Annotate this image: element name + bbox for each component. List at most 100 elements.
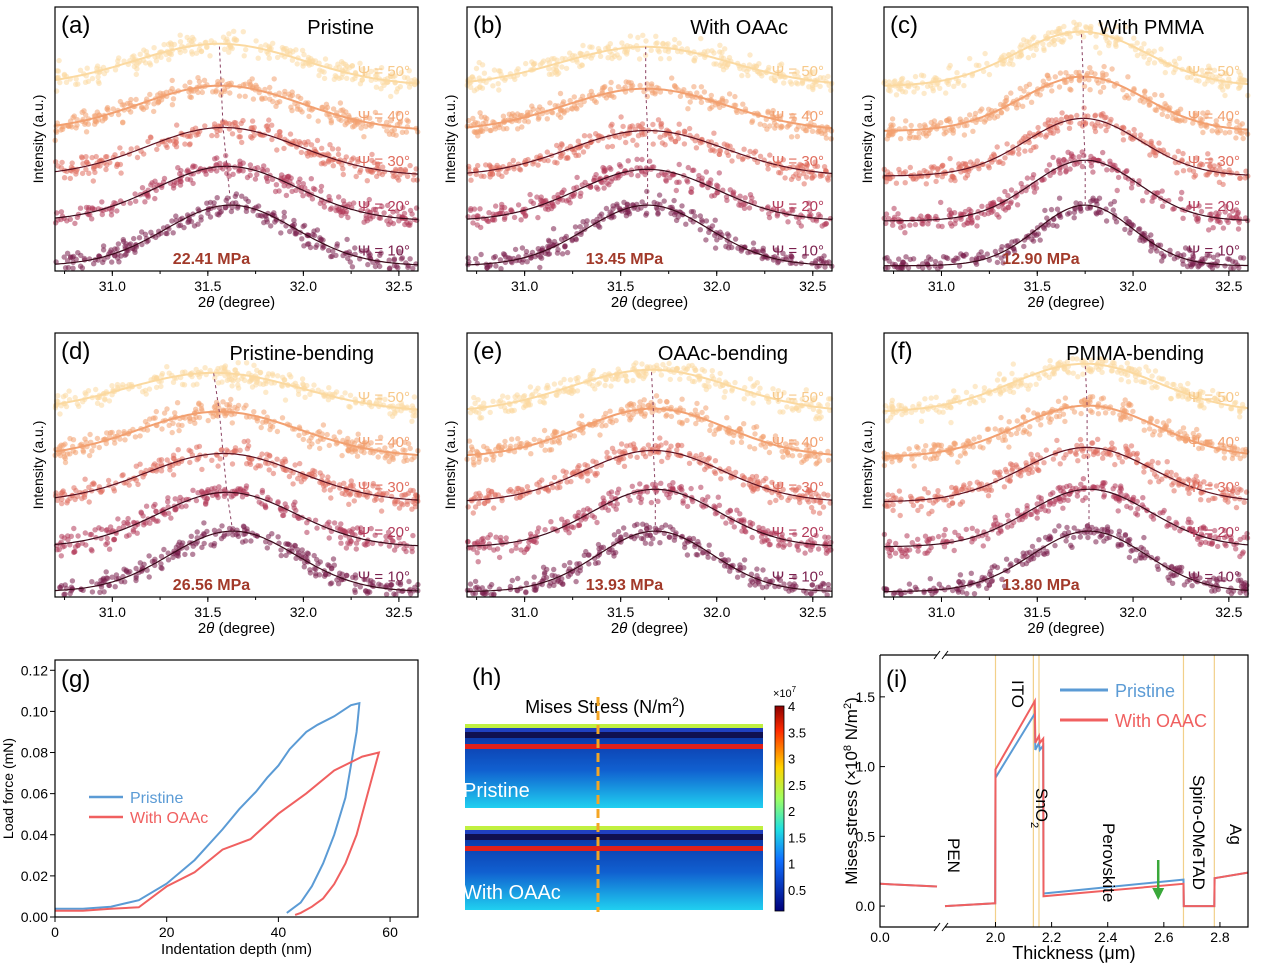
- data-point: [751, 200, 758, 206]
- data-point: [84, 65, 90, 71]
- data-point: [1103, 218, 1110, 224]
- data-point: [626, 211, 633, 217]
- data-point: [82, 476, 88, 482]
- data-point: [253, 82, 259, 89]
- data-point: [502, 77, 508, 83]
- data-point: [235, 382, 241, 388]
- data-point: [282, 88, 288, 95]
- data-point: [251, 409, 257, 415]
- data-point: [903, 254, 909, 260]
- data-point: [1065, 211, 1071, 217]
- data-point: [578, 102, 584, 108]
- data-point: [676, 121, 682, 127]
- data-point: [385, 202, 391, 209]
- data-point: [549, 203, 556, 209]
- data-point: [57, 411, 63, 417]
- data-point: [771, 77, 778, 84]
- data-point: [85, 388, 92, 394]
- data-point: [102, 116, 108, 122]
- data-point: [752, 148, 759, 154]
- data-point: [628, 171, 634, 178]
- data-point: [335, 146, 341, 152]
- data-point: [982, 50, 988, 57]
- data-point: [252, 176, 259, 182]
- data-point: [315, 118, 321, 124]
- xlabel-part: 2: [1027, 294, 1035, 311]
- data-point: [575, 138, 581, 144]
- data-point: [747, 192, 754, 198]
- data-point: [193, 132, 199, 138]
- data-point: [477, 110, 483, 116]
- data-point: [723, 98, 729, 105]
- data-point: [104, 154, 110, 160]
- data-point: [644, 93, 650, 100]
- data-point: [685, 106, 691, 112]
- data-point: [1046, 41, 1053, 48]
- data-point: [898, 218, 904, 225]
- data-point: [898, 86, 904, 92]
- data-point: [716, 151, 722, 157]
- data-point: [249, 384, 256, 390]
- data-point: [334, 525, 341, 531]
- data-point: [405, 222, 412, 228]
- data-point: [1204, 172, 1211, 178]
- data-point: [127, 200, 133, 206]
- data-point: [824, 260, 830, 266]
- data-point: [729, 158, 735, 164]
- data-point: [335, 151, 342, 158]
- data-point: [639, 156, 645, 163]
- data-point: [147, 62, 154, 68]
- data-point: [1008, 90, 1014, 96]
- data-point: [952, 221, 958, 227]
- data-point: [229, 204, 235, 211]
- data-point: [717, 42, 723, 48]
- data-point: [264, 167, 270, 173]
- data-point: [181, 224, 187, 231]
- data-point: [223, 197, 229, 204]
- data-point: [107, 159, 113, 166]
- data-point: [221, 493, 228, 499]
- data-point: [691, 167, 697, 173]
- data-point: [123, 533, 130, 539]
- data-point: [554, 142, 560, 149]
- fit-line: [54, 84, 419, 130]
- data-point: [564, 249, 571, 256]
- data-point: [177, 32, 183, 38]
- data-point: [99, 211, 106, 218]
- data-point: [198, 214, 204, 220]
- data-point: [62, 459, 69, 466]
- data-point: [214, 132, 220, 139]
- data-point: [1061, 37, 1067, 43]
- data-point: [701, 89, 708, 95]
- data-point: [410, 532, 416, 539]
- data-point: [1002, 188, 1008, 195]
- data-point: [228, 494, 235, 500]
- panel-title: With PMMA: [1098, 17, 1204, 39]
- data-point: [946, 212, 953, 219]
- data-point: [574, 174, 580, 181]
- data-point: [984, 251, 990, 257]
- data-point: [89, 448, 95, 454]
- data-point: [490, 83, 496, 89]
- data-point: [937, 263, 944, 269]
- data-point: [635, 34, 641, 41]
- data-point: [139, 229, 145, 235]
- data-point: [82, 79, 89, 86]
- data-point: [740, 155, 746, 161]
- data-point: [1077, 206, 1084, 212]
- data-point: [1137, 237, 1143, 243]
- data-point: [221, 46, 228, 52]
- data-point: [938, 199, 944, 206]
- data-point: [410, 177, 417, 183]
- data-point: [917, 122, 923, 129]
- data-point: [1090, 169, 1096, 175]
- data-point: [950, 130, 956, 136]
- data-point: [1142, 88, 1148, 94]
- data-point: [650, 164, 657, 170]
- data-point: [1180, 168, 1187, 174]
- data-point: [193, 50, 200, 56]
- data-point: [604, 180, 610, 186]
- psi-label: Ψ = 40°: [358, 434, 410, 451]
- data-point: [243, 402, 249, 408]
- data-point: [529, 103, 535, 109]
